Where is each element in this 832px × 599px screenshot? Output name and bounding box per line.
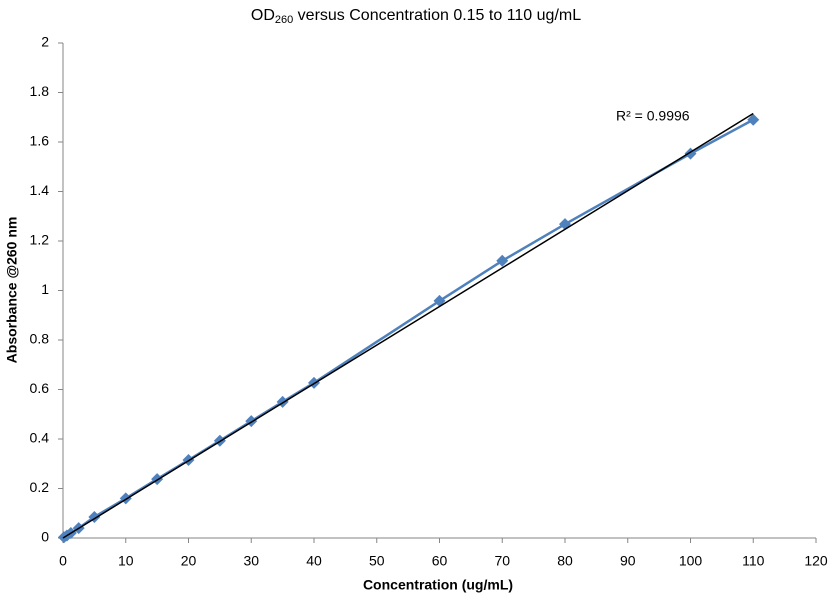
y-tick-label: 2: [41, 34, 49, 50]
x-tick-label: 20: [181, 553, 197, 569]
y-tick-label: 0.8: [30, 331, 50, 347]
y-tick-label: 0.2: [30, 479, 50, 495]
x-tick-label: 90: [620, 553, 636, 569]
title-subscript: 260: [275, 14, 293, 26]
x-tick-label: 110: [742, 553, 765, 569]
annotation: R² = 0.9996: [616, 108, 690, 124]
y-tick-label: 0.4: [30, 430, 50, 446]
x-axis-label: Concentration (ug/mL): [363, 577, 513, 593]
y-tick-label: 1.2: [30, 232, 50, 248]
chart-title: OD260 versus Concentration 0.15 to 110 u…: [251, 7, 581, 26]
x-tick-label: 0: [59, 553, 67, 569]
x-tick-label: 10: [118, 553, 134, 569]
x-tick-label: 120: [804, 553, 828, 569]
y-tick-label: 0: [41, 529, 49, 545]
marker: [747, 113, 760, 126]
x-tick-label: 60: [432, 553, 448, 569]
y-tick-label: 1.8: [30, 83, 50, 99]
x-tick-label: 70: [494, 553, 510, 569]
y-axis-label: Absorbance @260 nm: [4, 217, 20, 364]
x-tick-label: 80: [557, 553, 573, 569]
marker: [496, 254, 509, 267]
x-tick-label: 30: [243, 553, 259, 569]
y-tick-label: 0.6: [30, 380, 50, 396]
x-tick-label: 100: [679, 553, 703, 569]
y-tick-label: 1.4: [30, 182, 50, 198]
title-rest: versus Concentration 0.15 to 110 ug/mL: [293, 7, 581, 24]
trendline: [62, 112, 754, 539]
title-main: OD: [251, 7, 275, 24]
marker: [559, 218, 571, 231]
y-tick-label: 1.6: [30, 133, 50, 149]
x-tick-label: 40: [306, 553, 322, 569]
x-tick-label: 50: [369, 553, 385, 569]
y-tick-label: 1: [41, 281, 49, 297]
